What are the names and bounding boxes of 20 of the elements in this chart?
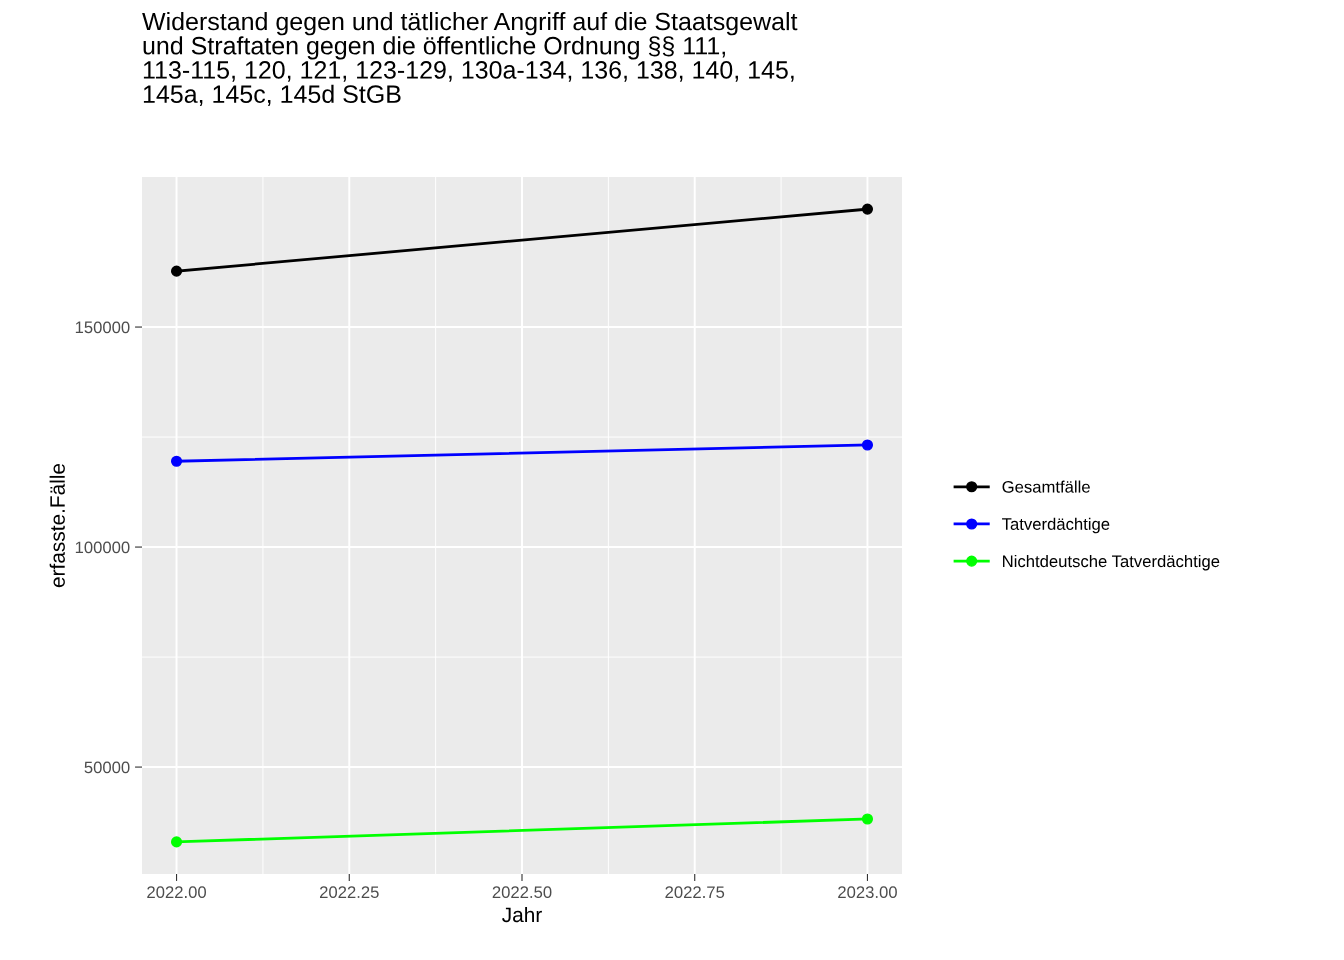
x-tick-label: 2022.00 <box>147 886 207 899</box>
point <box>170 265 183 277</box>
point <box>861 203 874 215</box>
x-tick-label: 2022.50 <box>492 886 552 899</box>
x-tick-label: 2022.75 <box>665 886 725 899</box>
y-tick-label: 50000 <box>84 761 130 774</box>
point <box>170 836 183 848</box>
x-tick-label: 2022.25 <box>319 886 379 899</box>
point <box>861 439 874 451</box>
x-axis-title: Jahr <box>502 906 542 923</box>
chart-title: Widerstand gegen und tätlicher Angriff auf die Staatsgewalt und Straftaten gegen die öffentliche Ordnung §§ 111, 113-115, 120, 121, 123-129, 130a-134, 136, 138, 140, 145, 145a, 145c, 145d StGB <box>142 12 798 106</box>
legend-label: Gesamtfälle <box>1002 480 1090 493</box>
legend-label: Nichtdeutsche Tatverdächtige <box>1003 554 1220 571</box>
point <box>170 455 183 467</box>
point <box>861 813 874 825</box>
x-tick-label: 2023.00 <box>838 886 897 899</box>
y-tick-label: 150000 <box>75 321 130 334</box>
y-axis-title: erfasste.Fälle <box>49 463 65 588</box>
legend-label: Tatverdächtige <box>1002 517 1110 534</box>
y-tick-label: 100000 <box>75 541 130 554</box>
